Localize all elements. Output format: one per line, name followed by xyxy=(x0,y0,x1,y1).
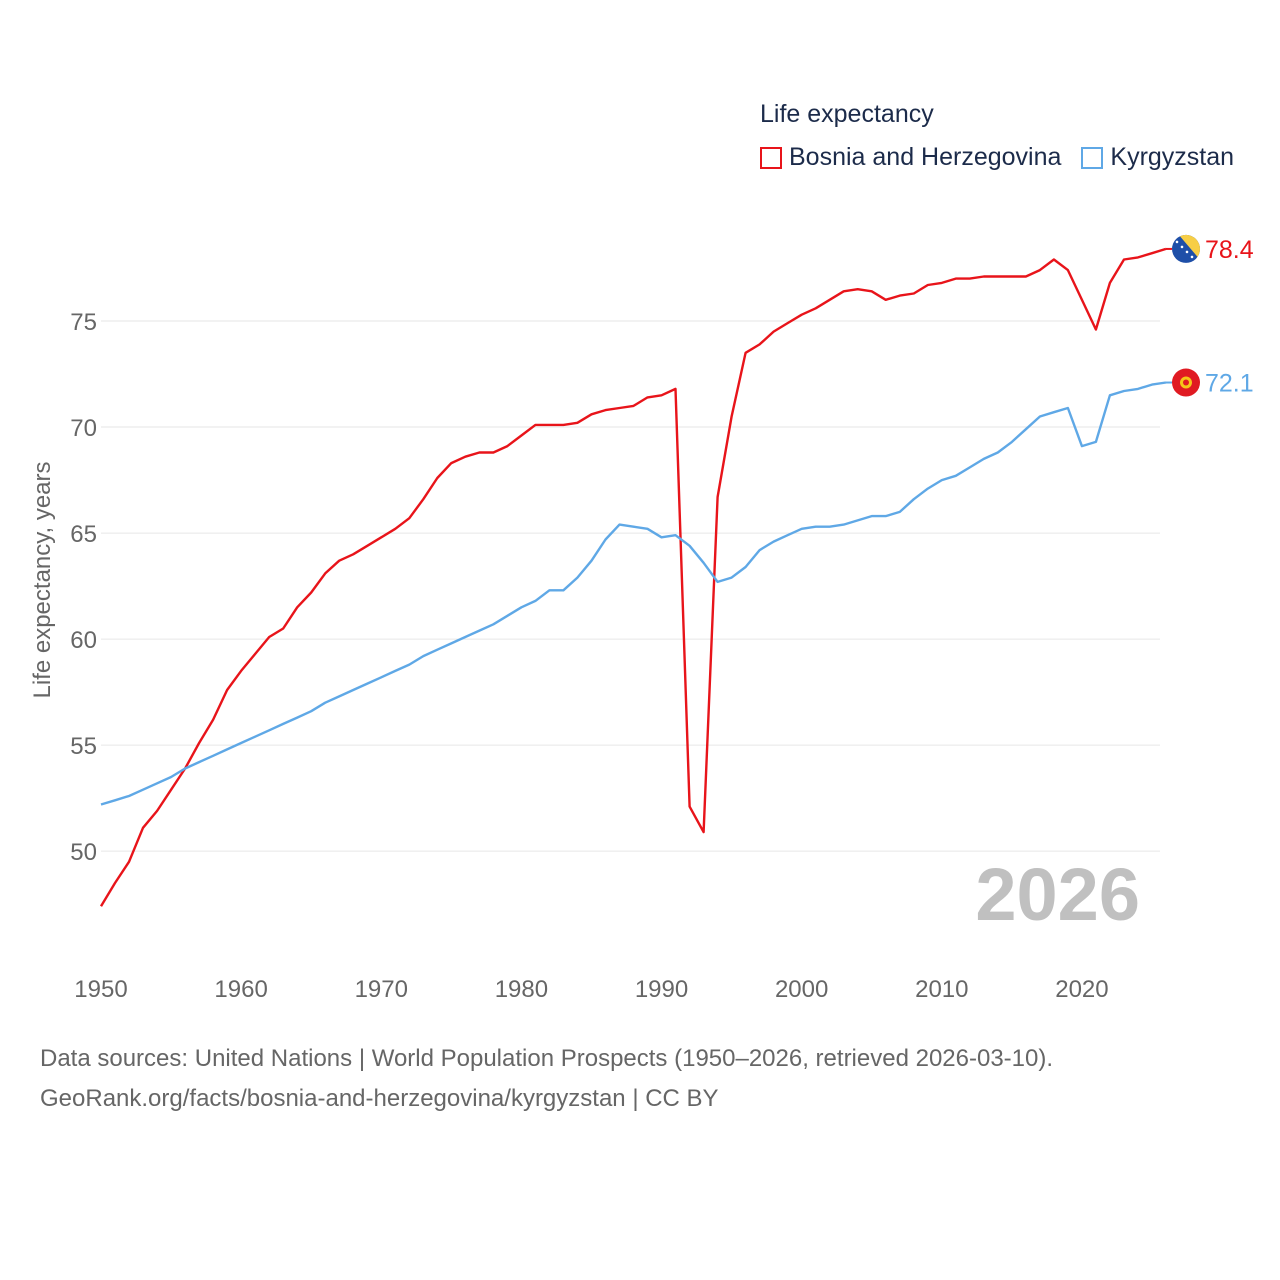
y-tick-label: 70 xyxy=(70,415,97,442)
y-tick-label: 65 xyxy=(70,521,97,548)
series-end-markers: 78.4 72.1 xyxy=(1166,234,1254,398)
y-tick-label: 60 xyxy=(70,627,97,654)
x-axis-ticks: 1950 1960 1970 1980 1990 2000 2010 2020 xyxy=(74,976,1108,1003)
legend-swatch-kyrgyzstan xyxy=(1081,146,1104,169)
x-tick-label: 1980 xyxy=(495,976,548,1003)
year-watermark: 2026 xyxy=(975,853,1140,936)
x-tick-label: 1970 xyxy=(355,976,408,1003)
x-tick-label: 2000 xyxy=(775,976,828,1003)
flag-bosnia-icon xyxy=(1172,234,1200,263)
x-tick-label: 2010 xyxy=(915,976,968,1003)
x-tick-label: 2020 xyxy=(1055,976,1108,1003)
legend-label-bosnia: Bosnia and Herzegovina xyxy=(789,143,1062,171)
series-line-kyrgyzstan xyxy=(100,381,1167,806)
legend-item-kyrgyzstan[interactable]: Kyrgyzstan xyxy=(1081,143,1234,172)
y-tick-label: 50 xyxy=(70,839,97,866)
legend-label-kyrgyzstan: Kyrgyzstan xyxy=(1110,143,1235,171)
x-tick-label: 1960 xyxy=(214,976,267,1003)
grid-lines xyxy=(101,320,1160,852)
end-value-label-kyrgyzstan: 72.1 xyxy=(1205,370,1254,398)
series-lines xyxy=(99,247,1167,907)
y-axis-ticks: 50 55 60 65 70 75 xyxy=(70,309,97,866)
end-value-label-bosnia: 78.4 xyxy=(1205,236,1254,264)
series-line-bosnia xyxy=(99,247,1167,907)
legend-item-bosnia[interactable]: Bosnia and Herzegovina xyxy=(760,143,1061,172)
x-tick-label: 1990 xyxy=(635,976,688,1003)
x-tick-label: 1950 xyxy=(74,976,127,1003)
legend: Bosnia and Herzegovina Kyrgyzstan xyxy=(760,143,1254,172)
y-tick-label: 55 xyxy=(70,733,97,760)
data-source-text: Data sources: United Nations | World Pop… xyxy=(40,1045,1054,1072)
flag-kyrgyzstan-icon xyxy=(1172,368,1200,397)
attribution-link[interactable]: GeoRank.org/facts/bosnia-and-herzegovina… xyxy=(40,1085,719,1112)
legend-swatch-bosnia xyxy=(760,146,782,169)
y-tick-label: 75 xyxy=(70,309,97,336)
legend-title: Life expectancy xyxy=(760,100,934,128)
y-axis-label: Life expectancy, years xyxy=(29,461,56,698)
